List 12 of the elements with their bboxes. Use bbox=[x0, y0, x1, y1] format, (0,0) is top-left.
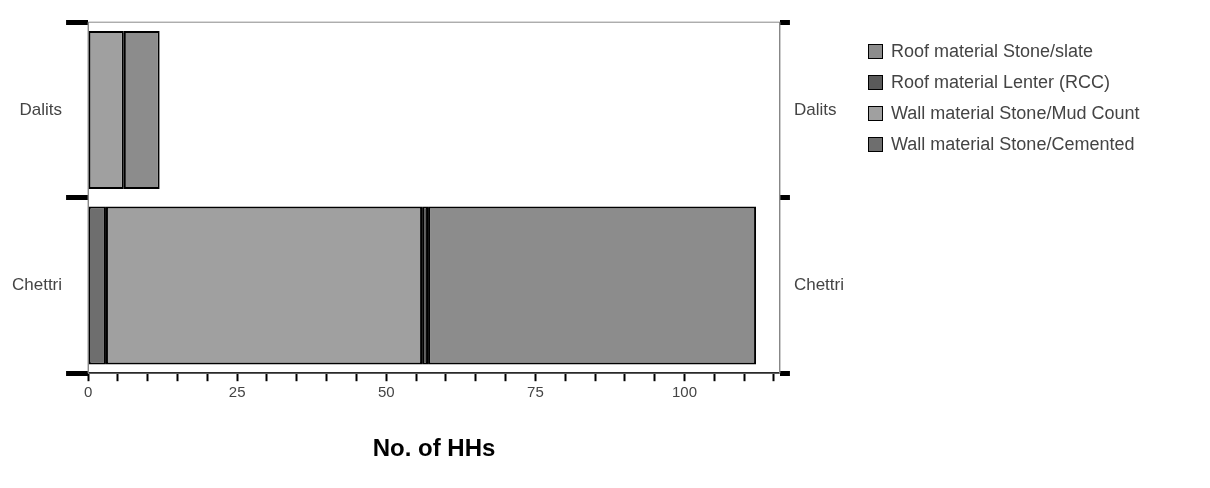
legend-label: Roof material Stone/slate bbox=[891, 41, 1094, 62]
x-tick-label: 75 bbox=[527, 383, 544, 401]
x-tick-label: 100 bbox=[671, 383, 698, 401]
category-label: Dalits bbox=[19, 99, 63, 119]
x-tick-label: 0 bbox=[83, 383, 93, 401]
legend-label: Wall material Stone/Cemented bbox=[891, 134, 1135, 155]
category-label: Chettri bbox=[11, 275, 63, 295]
legend-label: Roof material Lenter (RCC) bbox=[891, 72, 1111, 93]
x-tick-label: 50 bbox=[377, 383, 395, 401]
legend-label: Wall material Stone/Mud Count bbox=[891, 103, 1140, 124]
x-axis-title: No. of HHs bbox=[372, 434, 496, 462]
x-tick-label: 25 bbox=[228, 383, 246, 401]
